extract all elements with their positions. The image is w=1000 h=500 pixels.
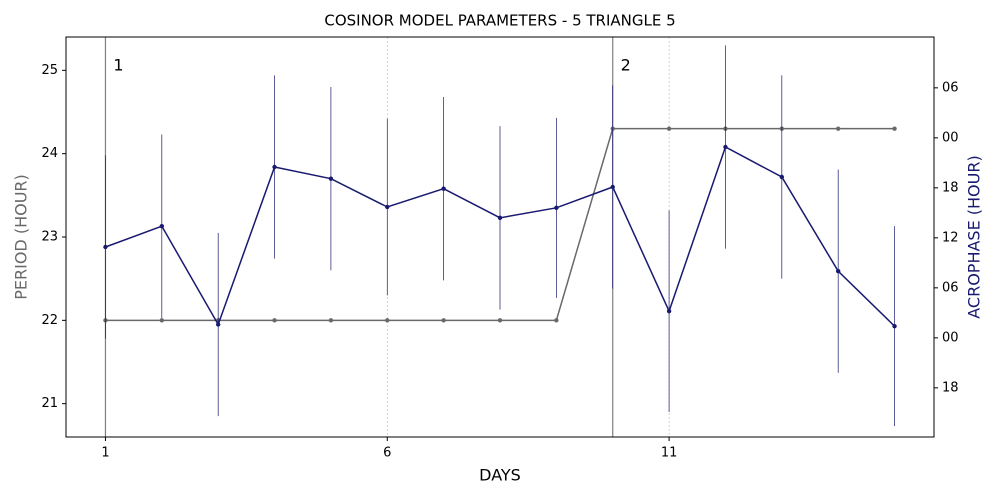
point	[385, 318, 390, 323]
point	[723, 144, 728, 150]
point	[441, 186, 446, 191]
y-axis-label: PERIOD (HOUR)	[12, 174, 31, 300]
point	[328, 176, 334, 181]
point	[892, 323, 897, 329]
y-tick-label: 21	[41, 396, 58, 411]
point	[385, 204, 390, 210]
y2-tick-label: 06	[942, 80, 959, 95]
point	[497, 318, 503, 323]
point	[497, 215, 503, 221]
chart-title: COSINOR MODEL PARAMETERS - 5 TRIANGLE 5	[324, 12, 675, 30]
x-tick-label: 11	[661, 446, 678, 461]
point	[892, 126, 897, 131]
point	[554, 318, 559, 323]
y-tick-label: 24	[41, 146, 58, 161]
point	[554, 205, 559, 211]
point	[272, 318, 277, 323]
point	[835, 126, 841, 131]
point	[779, 174, 785, 180]
plot-frame	[65, 36, 935, 438]
point	[328, 318, 334, 323]
point	[159, 318, 165, 323]
annotation: 2	[621, 56, 631, 75]
y-tick-label: 22	[41, 313, 58, 328]
point	[215, 322, 221, 327]
y-tick-label: 23	[41, 230, 58, 245]
y2-tick-label: 18	[942, 380, 959, 395]
point	[666, 308, 672, 314]
y2-axis-label: ACROPHASE (HOUR)	[965, 155, 984, 318]
point	[666, 126, 672, 131]
point	[272, 164, 277, 170]
y2-tick-label: 12	[942, 230, 959, 245]
x-tick-label: 6	[383, 446, 391, 461]
annotation: 1	[113, 56, 123, 75]
point	[103, 244, 108, 250]
y2-tick-label: 00	[942, 130, 959, 145]
point	[159, 223, 165, 229]
x-axis-label: DAYS	[479, 466, 521, 485]
y2-tick-label: 18	[942, 180, 959, 195]
y-tick-label: 25	[41, 63, 58, 78]
y2-tick-label: 00	[942, 330, 959, 345]
x-tick-label: 1	[101, 446, 109, 461]
point	[610, 184, 615, 190]
y2-tick-label: 06	[942, 280, 959, 295]
point	[835, 268, 841, 274]
point	[441, 318, 446, 323]
